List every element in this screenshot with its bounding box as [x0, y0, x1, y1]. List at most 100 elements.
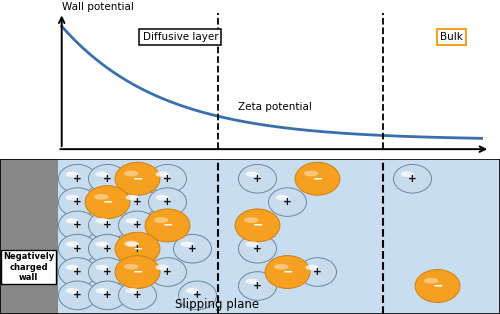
- Text: +: +: [103, 290, 112, 300]
- Text: +: +: [253, 244, 262, 254]
- Ellipse shape: [148, 188, 186, 216]
- Ellipse shape: [396, 171, 428, 191]
- Ellipse shape: [118, 211, 156, 240]
- Ellipse shape: [92, 218, 124, 238]
- Ellipse shape: [148, 165, 186, 193]
- Ellipse shape: [186, 288, 199, 294]
- Ellipse shape: [394, 165, 432, 193]
- Ellipse shape: [124, 241, 138, 246]
- Ellipse shape: [298, 258, 337, 286]
- Text: −: −: [102, 196, 113, 208]
- Ellipse shape: [418, 277, 457, 299]
- Ellipse shape: [235, 209, 280, 242]
- Ellipse shape: [242, 171, 274, 191]
- Ellipse shape: [96, 241, 109, 247]
- Ellipse shape: [58, 165, 96, 193]
- Ellipse shape: [66, 218, 79, 224]
- Ellipse shape: [152, 264, 184, 284]
- Text: +: +: [133, 244, 142, 254]
- Ellipse shape: [58, 281, 96, 310]
- Text: −: −: [132, 172, 143, 185]
- Ellipse shape: [176, 241, 208, 261]
- Text: +: +: [73, 174, 82, 184]
- Ellipse shape: [62, 218, 94, 238]
- Ellipse shape: [92, 288, 124, 307]
- Text: +: +: [163, 197, 172, 207]
- Ellipse shape: [96, 288, 109, 294]
- Text: −: −: [162, 219, 173, 232]
- Ellipse shape: [126, 288, 139, 294]
- Ellipse shape: [242, 241, 274, 261]
- Ellipse shape: [126, 241, 139, 247]
- Ellipse shape: [92, 264, 124, 284]
- Ellipse shape: [62, 171, 94, 191]
- Ellipse shape: [148, 217, 186, 238]
- Text: +: +: [163, 174, 172, 184]
- Ellipse shape: [88, 211, 126, 240]
- Ellipse shape: [122, 288, 154, 307]
- Ellipse shape: [145, 209, 190, 242]
- Ellipse shape: [156, 265, 169, 270]
- Ellipse shape: [96, 171, 109, 177]
- Text: +: +: [253, 281, 262, 291]
- Ellipse shape: [92, 241, 124, 261]
- Text: +: +: [103, 174, 112, 184]
- Ellipse shape: [58, 211, 96, 240]
- Ellipse shape: [118, 188, 156, 216]
- Ellipse shape: [122, 194, 154, 214]
- Ellipse shape: [154, 217, 168, 223]
- Ellipse shape: [118, 281, 156, 310]
- Ellipse shape: [415, 270, 460, 302]
- Ellipse shape: [400, 171, 414, 177]
- Text: +: +: [73, 290, 82, 300]
- Ellipse shape: [85, 186, 130, 219]
- Text: +: +: [313, 267, 322, 277]
- Ellipse shape: [66, 195, 79, 200]
- Text: −: −: [132, 242, 143, 255]
- Text: +: +: [188, 244, 197, 254]
- Text: +: +: [73, 197, 82, 207]
- Ellipse shape: [295, 162, 340, 195]
- Ellipse shape: [115, 162, 160, 195]
- Ellipse shape: [88, 281, 126, 310]
- Ellipse shape: [58, 235, 96, 263]
- Ellipse shape: [66, 265, 79, 270]
- Ellipse shape: [62, 241, 94, 261]
- Ellipse shape: [238, 217, 277, 238]
- Text: −: −: [432, 279, 443, 293]
- Text: +: +: [73, 267, 82, 277]
- Ellipse shape: [152, 194, 184, 214]
- Text: +: +: [193, 290, 202, 300]
- Ellipse shape: [298, 170, 337, 192]
- Text: +: +: [73, 244, 82, 254]
- Text: +: +: [253, 174, 262, 184]
- Text: +: +: [103, 267, 112, 277]
- Ellipse shape: [302, 264, 334, 284]
- Ellipse shape: [118, 170, 156, 192]
- Ellipse shape: [268, 263, 306, 285]
- Text: +: +: [133, 197, 142, 207]
- Ellipse shape: [246, 241, 259, 247]
- Ellipse shape: [115, 256, 160, 289]
- Bar: [58, 159, 500, 314]
- Ellipse shape: [62, 264, 94, 284]
- Ellipse shape: [62, 288, 94, 307]
- Ellipse shape: [306, 265, 319, 270]
- Ellipse shape: [122, 218, 154, 238]
- Ellipse shape: [126, 218, 139, 224]
- Ellipse shape: [62, 194, 94, 214]
- Ellipse shape: [92, 171, 124, 191]
- Text: −: −: [282, 266, 293, 279]
- Ellipse shape: [124, 264, 138, 270]
- Ellipse shape: [265, 256, 310, 289]
- Ellipse shape: [118, 263, 156, 285]
- Text: Zeta potential: Zeta potential: [238, 102, 312, 112]
- Ellipse shape: [148, 258, 186, 286]
- Ellipse shape: [274, 264, 288, 270]
- Text: +: +: [408, 174, 417, 184]
- Ellipse shape: [156, 195, 169, 200]
- Text: −: −: [132, 266, 143, 279]
- Text: Bulk: Bulk: [440, 32, 462, 42]
- Ellipse shape: [156, 171, 169, 177]
- Ellipse shape: [122, 241, 154, 261]
